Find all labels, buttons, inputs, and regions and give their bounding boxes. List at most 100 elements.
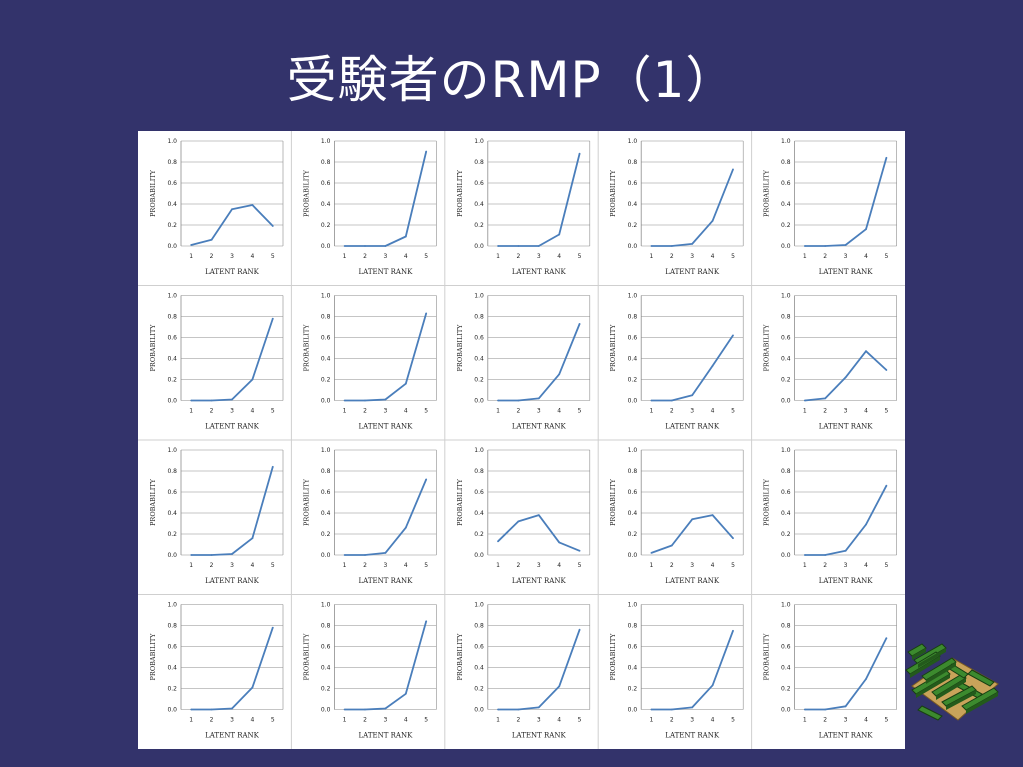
x-tick-label: 4 [557, 562, 561, 569]
y-tick-label: 0.2 [167, 686, 177, 693]
x-tick-label: 3 [537, 717, 541, 724]
small-chart-3: 0.0 0.2 0.4 0.6 0.8 1.0 1 2 3 4 5 LATENT RANK PROBAB… [456, 138, 591, 276]
y-tick-label: 0.0 [781, 243, 791, 250]
y-tick-label: 0.2 [474, 377, 484, 384]
x-tick-label: 3 [230, 253, 234, 260]
data-point [578, 549, 581, 552]
series-line [804, 637, 888, 711]
data-point [517, 399, 520, 402]
x-tick-label: 5 [884, 253, 888, 260]
x-tick-label: 5 [424, 408, 428, 415]
series-line [344, 151, 428, 247]
data-point [231, 208, 233, 211]
y-tick-label: 0.4 [781, 201, 791, 208]
series-line [497, 514, 580, 552]
y-tick-label: 0.2 [474, 222, 484, 229]
y-tick-label: 0.8 [321, 159, 331, 166]
data-point [865, 350, 867, 353]
y-tick-label: 0.2 [628, 377, 638, 384]
data-point [364, 554, 366, 556]
series-line [497, 153, 581, 247]
data-point [578, 322, 581, 325]
y-tick-label: 1.0 [781, 602, 791, 609]
data-point [650, 708, 653, 711]
data-point [425, 150, 428, 153]
small-chart-15: 0.0 0.2 0.4 0.6 0.8 1.0 1 2 3 4 5 LATENT RANK PROBAB… [763, 447, 897, 585]
y-tick-label: 0.8 [628, 159, 638, 166]
data-point [404, 235, 407, 238]
y-tick-label: 0.6 [474, 489, 484, 496]
x-tick-label: 4 [711, 408, 715, 415]
x-tick-label: 5 [731, 408, 735, 415]
y-tick-label: 0.6 [628, 489, 638, 496]
x-tick-label: 5 [731, 562, 735, 569]
x-tick-label: 4 [711, 717, 715, 724]
y-tick-label: 0.8 [167, 468, 177, 475]
data-point [343, 399, 346, 402]
data-point [803, 708, 806, 711]
y-tick-label: 1.0 [628, 602, 638, 609]
x-axis-label: LATENT RANK [358, 423, 413, 431]
y-tick-label: 0.8 [167, 314, 177, 321]
y-tick-label: 0.8 [321, 314, 331, 321]
data-point [691, 706, 694, 709]
x-tick-label: 1 [189, 717, 193, 724]
y-axis-label: PROBABILITY [456, 633, 464, 681]
series-line [191, 627, 274, 711]
y-axis-label: PROBABILITY [763, 633, 771, 681]
x-tick-label: 1 [343, 562, 347, 569]
data-point [231, 553, 233, 555]
y-axis-label: PROBABILITY [149, 478, 157, 526]
data-point [670, 245, 673, 247]
data-point [670, 544, 673, 547]
y-tick-label: 0.4 [781, 510, 791, 517]
x-tick-label: 3 [383, 408, 387, 415]
x-tick-label: 2 [363, 717, 367, 724]
data-point [425, 478, 428, 481]
x-tick-label: 2 [210, 408, 214, 415]
data-point [558, 685, 561, 688]
maze-icon [905, 643, 999, 721]
y-tick-label: 0.2 [321, 377, 331, 384]
y-tick-label: 0.2 [628, 531, 638, 538]
y-tick-label: 0.0 [474, 552, 484, 559]
data-point [404, 526, 407, 529]
y-tick-label: 0.2 [321, 222, 331, 229]
y-tick-label: 0.4 [628, 201, 638, 208]
x-axis-label: LATENT RANK [665, 577, 720, 585]
y-tick-label: 0.6 [167, 335, 177, 342]
x-tick-label: 4 [711, 562, 715, 569]
series-line [344, 313, 428, 402]
data-point [691, 518, 694, 521]
data-point [537, 397, 540, 400]
y-tick-label: 0.4 [167, 201, 177, 208]
data-point [517, 520, 520, 523]
x-tick-label: 5 [578, 562, 582, 569]
x-axis-label: LATENT RANK [358, 268, 413, 276]
data-point [650, 399, 653, 402]
x-tick-label: 1 [189, 253, 193, 260]
x-tick-label: 1 [189, 562, 193, 569]
series-line [344, 479, 428, 556]
data-point [885, 484, 888, 487]
y-tick-label: 0.6 [474, 644, 484, 651]
data-point [364, 708, 366, 711]
small-chart-9: 0.0 0.2 0.4 0.6 0.8 1.0 1 2 3 4 5 LATENT RANK PROBAB… [609, 293, 744, 431]
series-line [191, 466, 274, 556]
data-point [190, 554, 193, 556]
x-tick-label: 2 [363, 408, 367, 415]
y-tick-label: 0.6 [781, 335, 791, 342]
x-tick-label: 3 [844, 717, 848, 724]
x-tick-label: 5 [884, 408, 888, 415]
y-tick-label: 1.0 [628, 138, 638, 145]
x-tick-label: 3 [844, 408, 848, 415]
data-point [384, 398, 387, 401]
y-tick-label: 1.0 [474, 602, 484, 609]
y-tick-label: 0.8 [474, 314, 484, 321]
x-tick-label: 5 [271, 408, 275, 415]
y-tick-label: 0.2 [167, 222, 177, 229]
small-chart-6: 0.0 0.2 0.4 0.6 0.8 1.0 1 2 3 4 5 LATENT RANK PROBAB… [149, 293, 284, 431]
data-point [885, 369, 888, 371]
y-tick-label: 0.2 [781, 686, 791, 693]
x-axis-label: LATENT RANK [512, 268, 567, 276]
